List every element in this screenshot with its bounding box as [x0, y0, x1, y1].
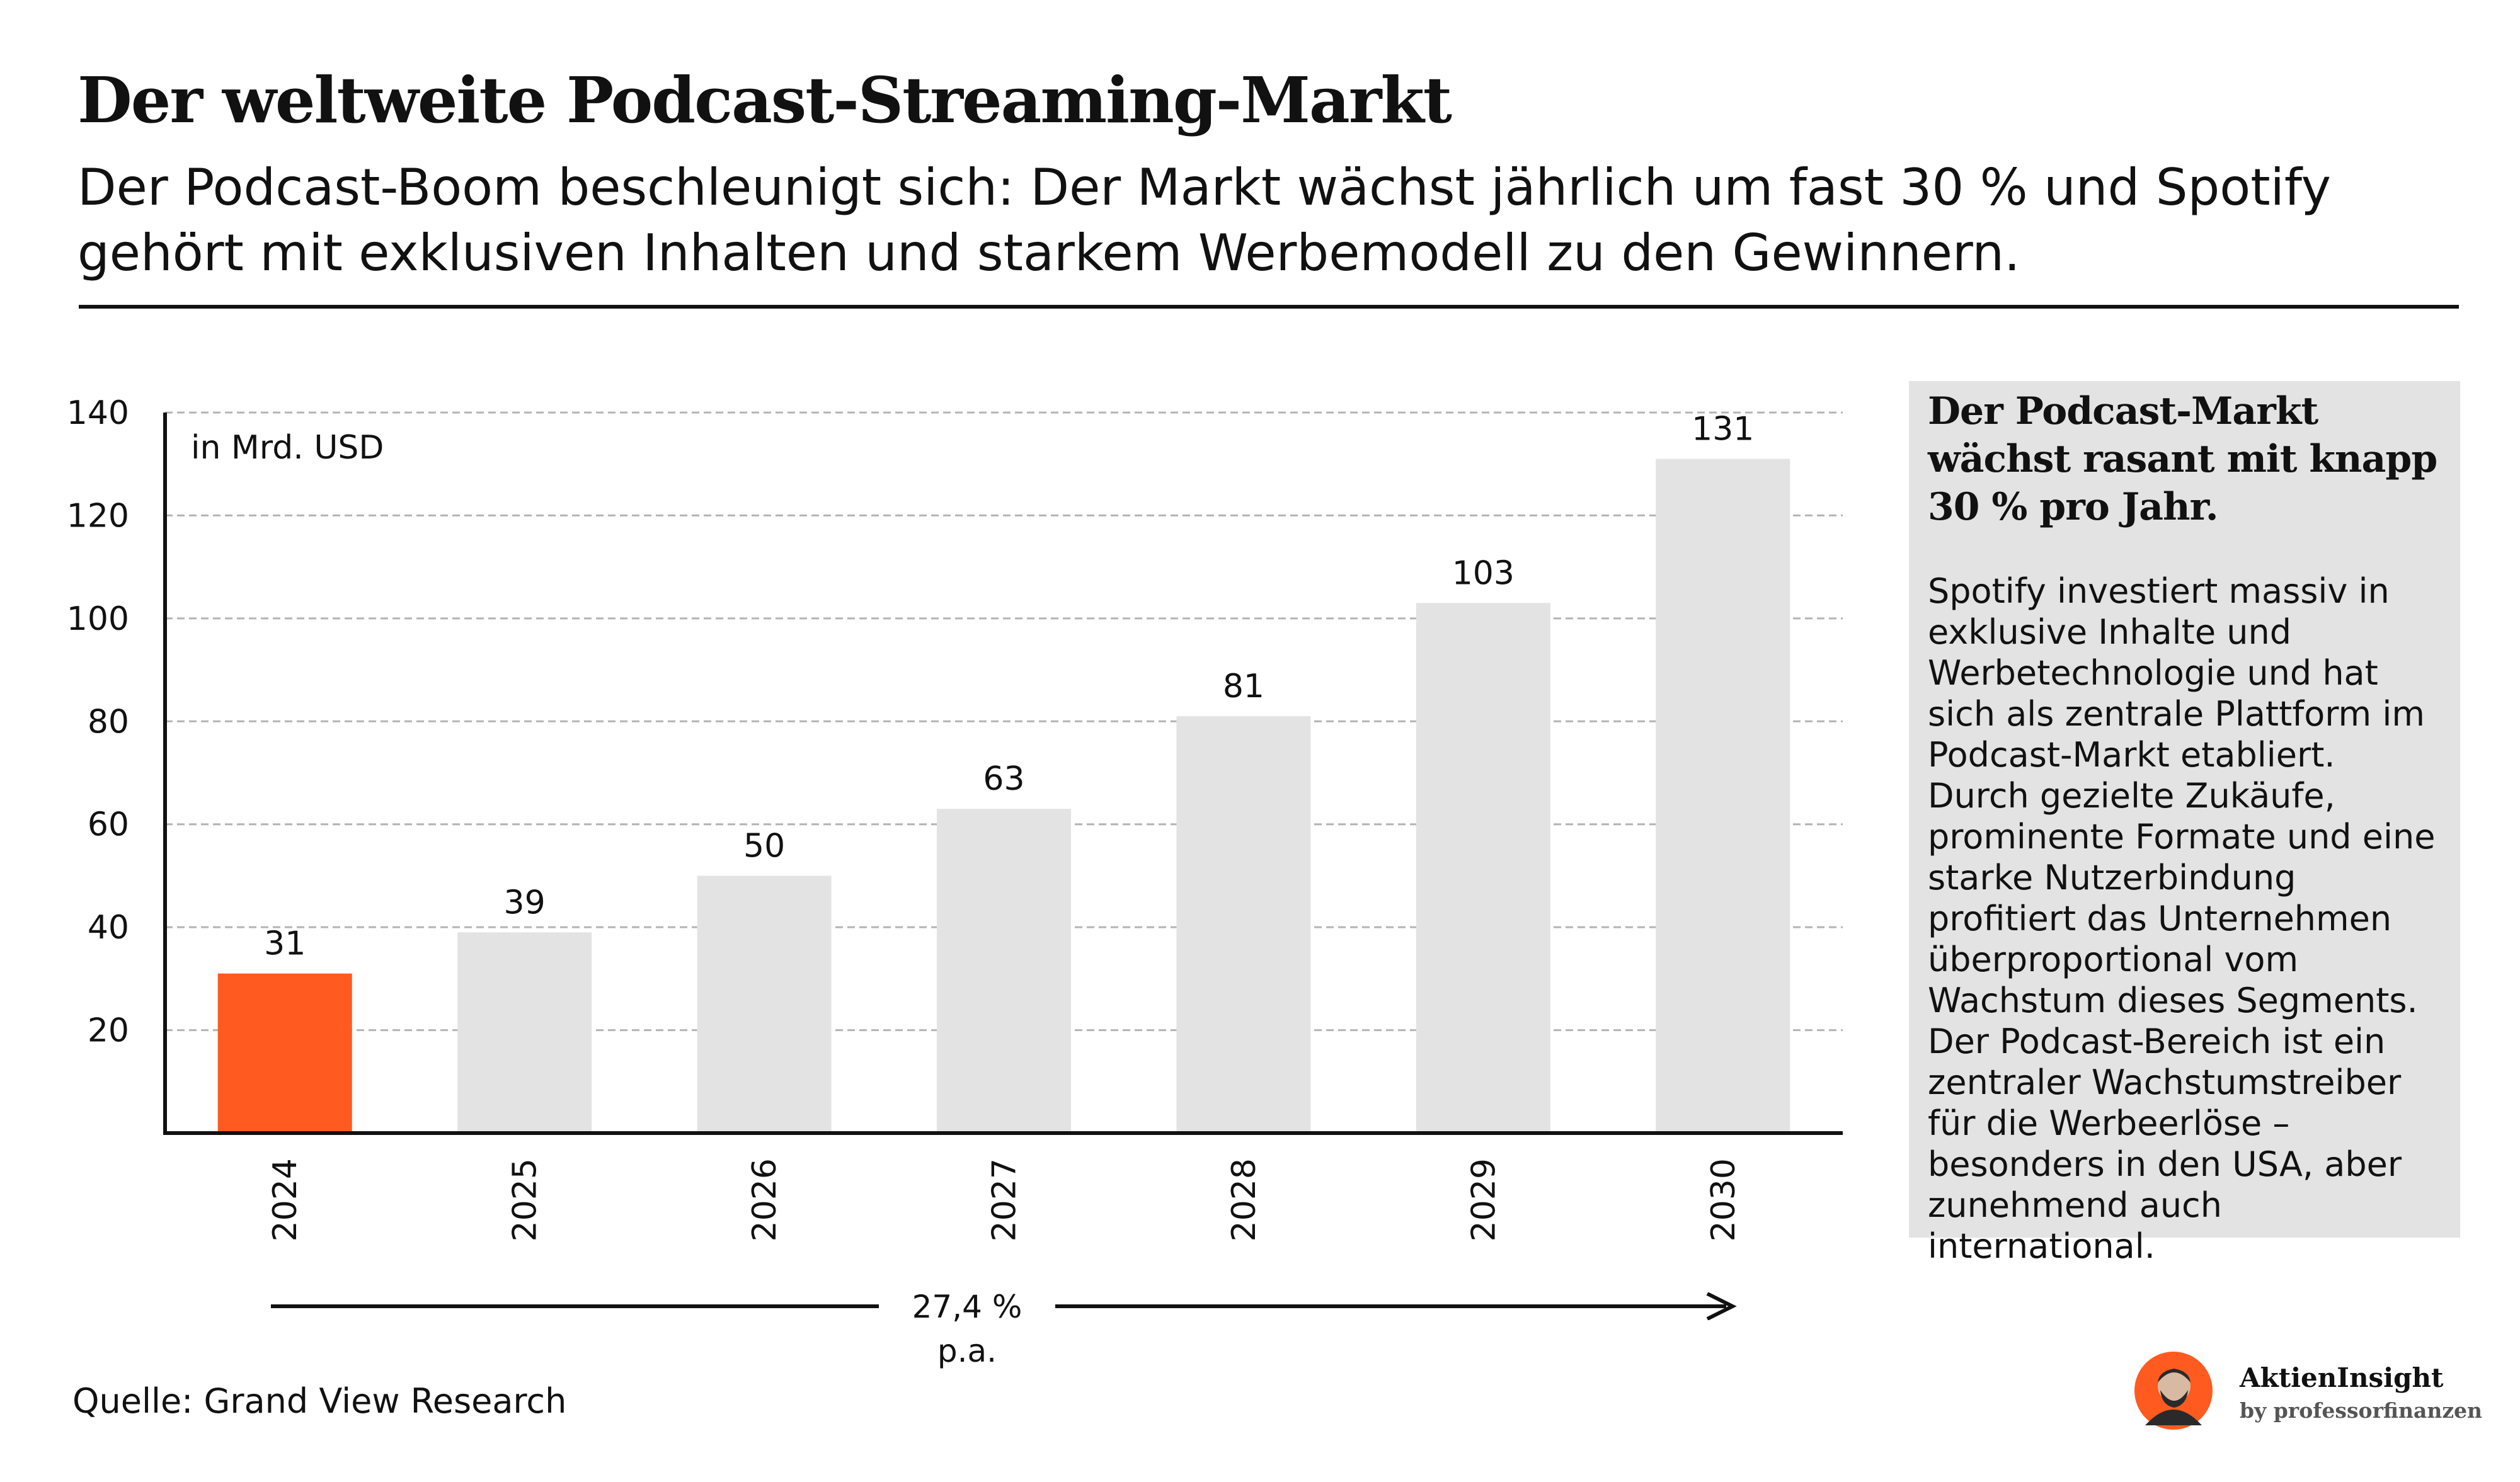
- value-label: 31: [264, 925, 306, 963]
- brand-tagline: by professorfinanzen: [2240, 1398, 2483, 1423]
- y-tick-label: 60: [88, 806, 129, 844]
- bar-2029: [1416, 603, 1550, 1133]
- axes: [163, 413, 1843, 1135]
- chart-title: Der weltweite Podcast-Streaming-Markt: [77, 63, 1452, 137]
- bar-2024: [217, 973, 352, 1133]
- growth-rate-label: 27,4 % p.a.: [879, 1285, 1055, 1373]
- bar-chart: 20 40 60 80 100 120 140 31 2024 39 2025 50 2026 63 202…: [67, 394, 1843, 1241]
- value-label: 39: [504, 884, 546, 921]
- y-tick-label: 140: [67, 394, 129, 432]
- chart-subtitle: Der Podcast-Boom beschleunigt sich: Der …: [77, 158, 2331, 282]
- bars: [217, 459, 1790, 1133]
- value-label: 63: [983, 760, 1024, 798]
- x-tick-label: 2026: [746, 1158, 784, 1241]
- bar-2027: [936, 809, 1072, 1133]
- info-box: Der Podcast-Markt wächst rasant mit knap…: [1909, 381, 2460, 1266]
- info-box-text: Spotify investiert massiv in exklusive I…: [1928, 571, 2436, 1266]
- y-tick-label: 80: [88, 703, 129, 741]
- avatar-icon: [2134, 1352, 2213, 1430]
- brand-name: AktienInsight: [2240, 1362, 2444, 1393]
- value-label: 131: [1692, 411, 1754, 448]
- x-tick-label: 2027: [986, 1158, 1024, 1241]
- bar-2026: [697, 875, 832, 1133]
- x-tick-label: 2029: [1465, 1158, 1503, 1241]
- x-tick-label: 2030: [1705, 1158, 1743, 1241]
- bar-2028: [1176, 716, 1311, 1133]
- y-tick-label: 40: [88, 909, 129, 947]
- value-label: 103: [1452, 554, 1515, 592]
- y-tick-label: 100: [67, 600, 129, 638]
- header-divider: [79, 305, 2459, 309]
- x-tick-label: 2025: [507, 1158, 544, 1241]
- x-tick-label: 2028: [1225, 1158, 1263, 1241]
- bar-2025: [457, 932, 592, 1133]
- y-tick-label: 20: [88, 1012, 129, 1050]
- bar-2030: [1656, 459, 1790, 1133]
- source-note: Quelle: Grand View Research: [72, 1381, 567, 1421]
- value-label: 50: [743, 827, 785, 865]
- info-box-headline: Der Podcast-Markt wächst rasant mit knap…: [1928, 389, 2437, 529]
- labels: 20 40 60 80 100 120 140 31 2024 39 2025 50 2026 63 202…: [67, 394, 1755, 1241]
- value-label: 81: [1223, 668, 1264, 705]
- y-tick-label: 120: [67, 497, 129, 535]
- x-tick-label: 2024: [266, 1158, 304, 1241]
- unit-label: in Mrd. USD: [191, 429, 384, 467]
